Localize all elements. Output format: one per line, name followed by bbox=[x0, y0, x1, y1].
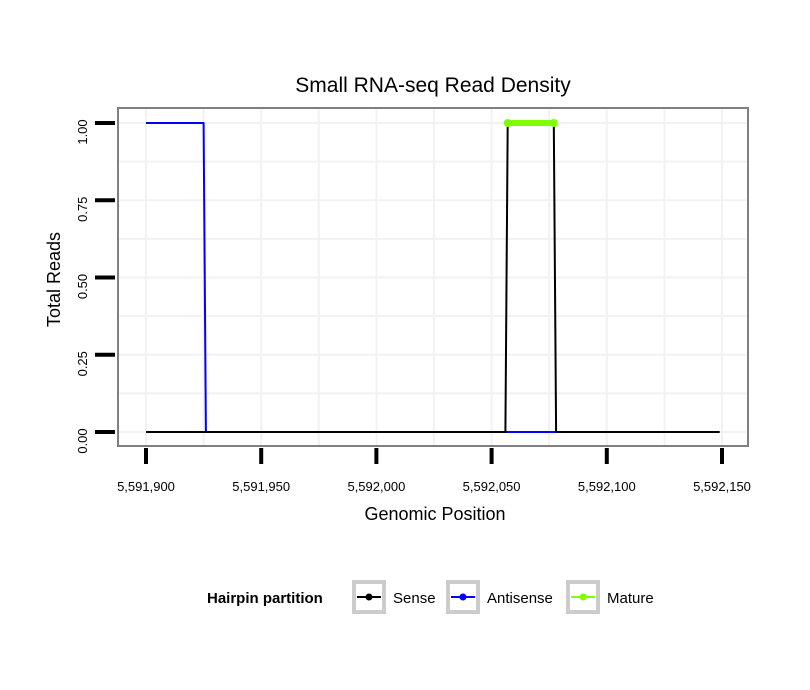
series-point-mature bbox=[549, 119, 558, 127]
legend-point-sense bbox=[365, 593, 373, 601]
x-axis-title: Genomic Position bbox=[364, 504, 505, 524]
legend-label-antisense: Antisense bbox=[487, 590, 553, 607]
y-tick-label: 1.00 bbox=[75, 119, 90, 144]
legend-point-antisense bbox=[459, 593, 467, 601]
x-axis: 5,591,900 5,591,950 5,592,000 5,592,050 5,59… bbox=[117, 448, 751, 494]
x-tick-label: 5,591,900 bbox=[117, 479, 175, 494]
x-tick-label: 5,592,150 bbox=[693, 479, 751, 494]
legend-title: Hairpin partition bbox=[207, 590, 323, 607]
y-axis-title: Total Reads bbox=[44, 232, 64, 327]
legend-label-sense: Sense bbox=[393, 590, 436, 607]
y-axis: 0.00 0.25 0.50 0.75 1.00 bbox=[75, 119, 115, 454]
series-point-mature bbox=[503, 119, 512, 127]
y-tick-label: 0.50 bbox=[75, 274, 90, 299]
y-tick-label: 0.25 bbox=[75, 351, 90, 376]
series-layer bbox=[146, 119, 720, 433]
y-tick-label: 0.00 bbox=[75, 428, 90, 453]
y-tick-label: 0.75 bbox=[75, 197, 90, 222]
x-tick-label: 5,592,050 bbox=[463, 479, 521, 494]
grid-lines bbox=[119, 109, 747, 445]
x-tick-label: 5,592,100 bbox=[578, 479, 636, 494]
legend-point-mature bbox=[579, 593, 587, 601]
x-tick-label: 5,591,950 bbox=[232, 479, 290, 494]
legend-label-mature: Mature bbox=[607, 590, 654, 607]
x-tick-label: 5,592,000 bbox=[347, 479, 405, 494]
legend: Hairpin partition Sense Antisense Mature bbox=[207, 580, 654, 614]
chart-title: Small RNA-seq Read Density bbox=[295, 74, 571, 97]
